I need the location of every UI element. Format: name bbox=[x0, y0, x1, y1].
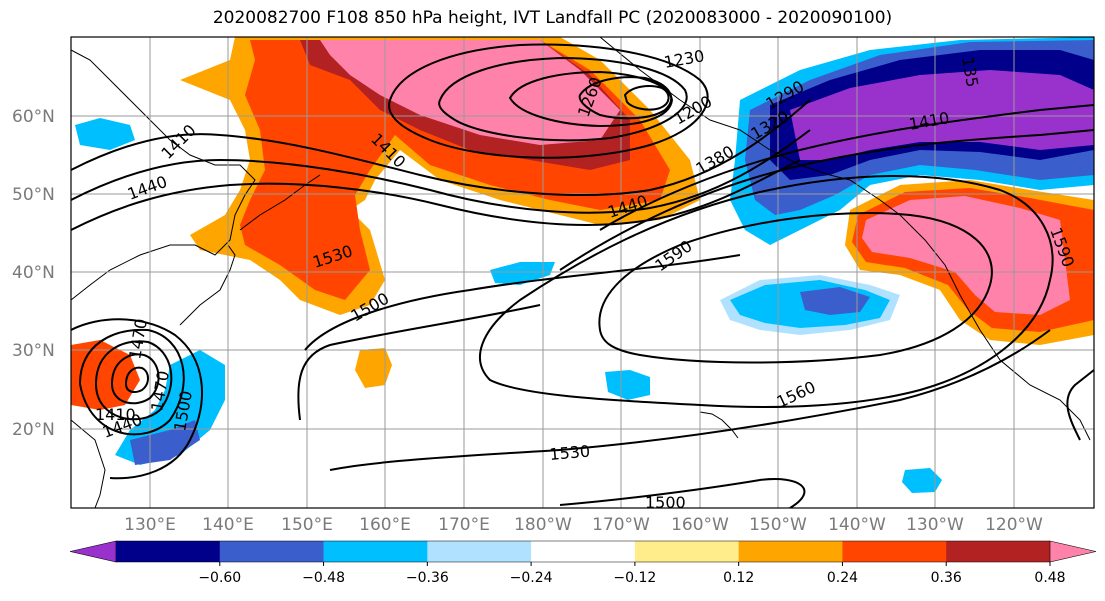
contour-line bbox=[559, 478, 806, 508]
colorbar-segment bbox=[323, 541, 428, 562]
lon-label: 160°E bbox=[359, 515, 411, 535]
lon-label: 160°W bbox=[671, 515, 729, 535]
colorbar-extend-low bbox=[69, 540, 117, 563]
negative-anomaly-region-pacific-max bbox=[800, 287, 870, 315]
contour-line bbox=[78, 328, 185, 436]
colorbar-segment bbox=[219, 541, 325, 562]
lon-label: 150°W bbox=[749, 515, 807, 535]
positive-anomaly-patch bbox=[355, 348, 392, 388]
lat-label: 30°N bbox=[12, 341, 55, 361]
colorbar-segment bbox=[842, 541, 947, 562]
contour-line bbox=[578, 76, 672, 120]
contour-line bbox=[1066, 369, 1094, 441]
colorbar-segment bbox=[531, 541, 636, 562]
coastline-asia bbox=[71, 49, 256, 301]
lon-label: 120°W bbox=[985, 515, 1043, 535]
lat-label: 50°N bbox=[12, 185, 55, 205]
lon-label: 130°W bbox=[906, 515, 964, 535]
colorbar-tick-label: 0.36 bbox=[931, 570, 962, 586]
coastline-philippines bbox=[71, 419, 106, 508]
colorbar-tick-label: −0.48 bbox=[302, 570, 345, 586]
colorbar-segment bbox=[738, 541, 843, 562]
contour-line bbox=[124, 366, 149, 393]
lon-label: 180°W bbox=[514, 515, 572, 535]
lon-label: 140°E bbox=[202, 515, 254, 535]
colorbar-tick-label: −0.24 bbox=[510, 570, 553, 586]
negative-anomaly-region-west-mid bbox=[130, 420, 200, 465]
map-field: 1410 1440 1410 1470 1500 1530 1560 1590 … bbox=[71, 37, 1094, 512]
colorbar: −0.60 −0.48 −0.36 −0.24 −0.12 0.12 0.24 0.36 0.4… bbox=[69, 540, 1097, 586]
contour-line bbox=[71, 129, 811, 214]
contour-line bbox=[71, 159, 801, 231]
colorbar-tick-label: −0.36 bbox=[406, 570, 449, 586]
contour-label: 1410 bbox=[95, 405, 136, 424]
map-title: 2020082700 F108 850 hPa height, IVT Land… bbox=[212, 8, 893, 28]
lat-label: 20°N bbox=[12, 420, 55, 440]
contour-line bbox=[559, 129, 1094, 271]
lon-label: 150°E bbox=[281, 515, 333, 535]
colorbar-segment bbox=[427, 541, 532, 562]
contour-label: 1500 bbox=[645, 493, 686, 512]
negative-anomaly-patch bbox=[902, 468, 942, 493]
colorbar-tick-label: −0.60 bbox=[198, 570, 241, 586]
positive-anomaly-region-west bbox=[71, 340, 140, 410]
latitude-labels: 60°N 50°N 40°N 30°N 20°N bbox=[12, 107, 55, 440]
negative-anomaly-patch bbox=[490, 262, 555, 285]
coastline-japan bbox=[179, 244, 236, 326]
contour-line bbox=[598, 212, 993, 364]
contour-line bbox=[329, 329, 1051, 471]
contour-line bbox=[94, 340, 173, 421]
contour-line bbox=[297, 304, 541, 421]
graticule bbox=[71, 37, 1094, 508]
colorbar-outline bbox=[116, 540, 1050, 563]
contour-line bbox=[599, 104, 1094, 231]
lon-label: 170°W bbox=[592, 515, 650, 535]
colorbar-tick-label: −0.12 bbox=[613, 570, 656, 586]
contour-label: 1530 bbox=[549, 442, 591, 464]
contour-line bbox=[110, 353, 160, 405]
contour-line bbox=[388, 43, 709, 159]
lat-label: 40°N bbox=[12, 263, 55, 283]
colorbar-tick-label: 0.48 bbox=[1034, 570, 1065, 586]
colorbar-segment bbox=[634, 541, 740, 562]
negative-anomaly-patch bbox=[75, 118, 135, 150]
contour-line bbox=[304, 254, 741, 351]
contour-line bbox=[71, 318, 203, 480]
colorbar-extend-high bbox=[1049, 540, 1097, 563]
coastline-hawaii bbox=[699, 411, 739, 439]
lat-label: 60°N bbox=[12, 107, 55, 127]
contour-line bbox=[479, 175, 1054, 409]
lon-label: 170°E bbox=[438, 515, 490, 535]
colorbar-tick-label: 0.24 bbox=[827, 570, 858, 586]
map-frame bbox=[70, 36, 1095, 509]
colorbar-segment bbox=[116, 541, 221, 562]
colorbar-tick-label: 0.12 bbox=[723, 570, 754, 586]
coastline-kamchatka bbox=[239, 174, 321, 231]
positive-anomaly-region-east-max bbox=[862, 196, 1070, 315]
colorbar-segment bbox=[946, 541, 1051, 562]
negative-anomaly-region-canada-max bbox=[790, 70, 1094, 160]
negative-anomaly-patch bbox=[605, 370, 650, 400]
lon-label: 130°E bbox=[124, 515, 176, 535]
contour-line bbox=[71, 99, 811, 196]
contour-line bbox=[623, 85, 670, 111]
lon-label: 140°W bbox=[828, 515, 886, 535]
height-contours bbox=[71, 43, 1094, 508]
contour-line bbox=[438, 56, 688, 142]
longitude-labels: 130°E 140°E 150°E 160°E 170°E 180°W 170°… bbox=[124, 515, 1043, 535]
